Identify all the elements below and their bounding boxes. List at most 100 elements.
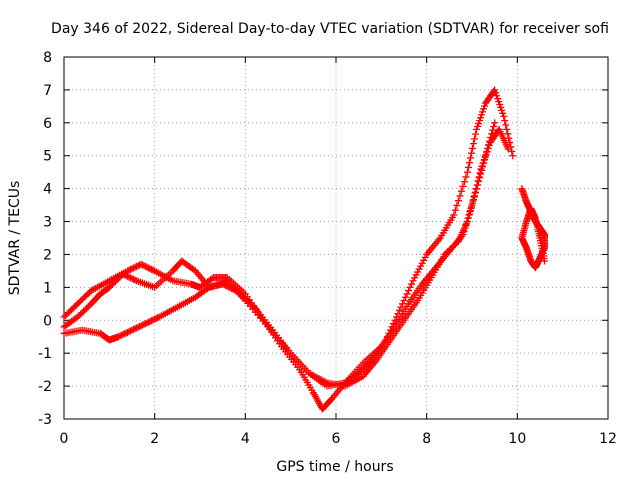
data-point bbox=[395, 306, 403, 314]
data-point bbox=[484, 144, 492, 152]
data-point bbox=[226, 284, 234, 292]
data-point bbox=[465, 159, 473, 167]
x-tick-label: 10 bbox=[508, 431, 526, 447]
data-point bbox=[204, 284, 212, 292]
y-tick-label: 3 bbox=[43, 215, 52, 231]
data-point bbox=[489, 126, 497, 134]
data-point bbox=[473, 185, 481, 193]
data-point bbox=[504, 130, 512, 138]
y-tick-label: 7 bbox=[43, 83, 52, 99]
data-point bbox=[460, 178, 468, 186]
data-point bbox=[491, 119, 499, 127]
data-point bbox=[137, 322, 145, 330]
data-point bbox=[126, 265, 134, 273]
data-point bbox=[477, 170, 485, 178]
data-point bbox=[148, 317, 156, 325]
x-tick-label: 8 bbox=[422, 431, 431, 447]
data-point bbox=[503, 125, 511, 133]
data-point bbox=[475, 177, 483, 185]
data-point bbox=[488, 130, 496, 138]
data-point bbox=[490, 122, 498, 130]
data-point bbox=[391, 316, 399, 324]
data-point bbox=[122, 272, 130, 280]
data-point bbox=[122, 329, 130, 337]
data-point bbox=[451, 206, 459, 214]
data-point bbox=[145, 264, 153, 272]
data-point bbox=[130, 275, 138, 283]
y-tick-label: 6 bbox=[43, 116, 52, 132]
data-point bbox=[134, 323, 142, 331]
data-point bbox=[508, 147, 516, 155]
data-point bbox=[482, 152, 490, 160]
data-points bbox=[60, 86, 549, 413]
data-point bbox=[466, 154, 474, 162]
data-point bbox=[397, 303, 405, 311]
y-axis-label: SDTVAR / TECUs bbox=[7, 181, 23, 296]
data-point bbox=[151, 315, 159, 323]
data-point bbox=[453, 239, 461, 247]
data-point bbox=[487, 133, 495, 141]
data-point bbox=[471, 135, 479, 143]
data-point bbox=[222, 282, 230, 290]
data-point bbox=[86, 288, 94, 296]
y-tick-label: 1 bbox=[43, 280, 52, 296]
x-tick-label: 12 bbox=[599, 431, 617, 447]
data-point bbox=[469, 144, 477, 152]
data-point bbox=[125, 273, 133, 281]
data-point bbox=[476, 174, 484, 182]
data-point bbox=[137, 260, 145, 268]
data-point bbox=[453, 201, 461, 209]
data-point bbox=[145, 318, 153, 326]
x-tick-label: 2 bbox=[150, 431, 159, 447]
data-point bbox=[119, 331, 127, 339]
data-point bbox=[148, 265, 156, 273]
data-point bbox=[500, 112, 508, 120]
data-point bbox=[474, 181, 482, 189]
data-point bbox=[408, 280, 416, 288]
data-point bbox=[133, 324, 141, 332]
data-point bbox=[501, 117, 509, 125]
data-point bbox=[231, 286, 239, 294]
data-point bbox=[467, 203, 475, 211]
axis-ticks bbox=[63, 56, 609, 420]
data-point bbox=[128, 326, 136, 334]
data-point bbox=[483, 148, 491, 156]
y-tick-label: 2 bbox=[43, 247, 52, 263]
data-point bbox=[120, 330, 128, 338]
data-point bbox=[400, 297, 408, 305]
data-point bbox=[223, 282, 231, 290]
data-point bbox=[123, 328, 131, 336]
data-point bbox=[486, 137, 494, 145]
data-point bbox=[220, 281, 228, 289]
data-point bbox=[464, 214, 472, 222]
data-point bbox=[479, 163, 487, 171]
data-point bbox=[126, 274, 134, 282]
data-point bbox=[114, 333, 122, 341]
x-tick-labels: 0 2 4 6 8 10 12 bbox=[60, 431, 617, 447]
data-point bbox=[125, 266, 133, 274]
data-point bbox=[125, 328, 133, 336]
x-axis-label: GPS time / hours bbox=[276, 459, 393, 475]
data-point bbox=[463, 168, 471, 176]
data-point bbox=[117, 331, 125, 339]
data-point bbox=[146, 317, 154, 325]
data-point bbox=[149, 316, 157, 324]
data-point bbox=[119, 270, 127, 278]
data-point bbox=[143, 263, 151, 271]
y-tick-labels: -3 -2 -1 0 1 2 3 4 5 6 7 8 bbox=[38, 50, 52, 428]
data-point bbox=[143, 319, 151, 327]
y-tick-label: 8 bbox=[43, 50, 52, 66]
data-point bbox=[131, 276, 139, 284]
x-tick-label: 6 bbox=[332, 431, 341, 447]
data-point bbox=[485, 141, 493, 149]
y-tick-label: 0 bbox=[43, 313, 52, 329]
data-point bbox=[126, 327, 134, 335]
data-point bbox=[480, 159, 488, 167]
data-point bbox=[228, 284, 236, 292]
data-point bbox=[465, 210, 473, 218]
y-tick-label: 5 bbox=[43, 149, 52, 165]
data-point bbox=[481, 155, 489, 163]
y-tick-label: 4 bbox=[43, 182, 52, 198]
data-point bbox=[402, 293, 410, 301]
data-point bbox=[136, 322, 144, 330]
